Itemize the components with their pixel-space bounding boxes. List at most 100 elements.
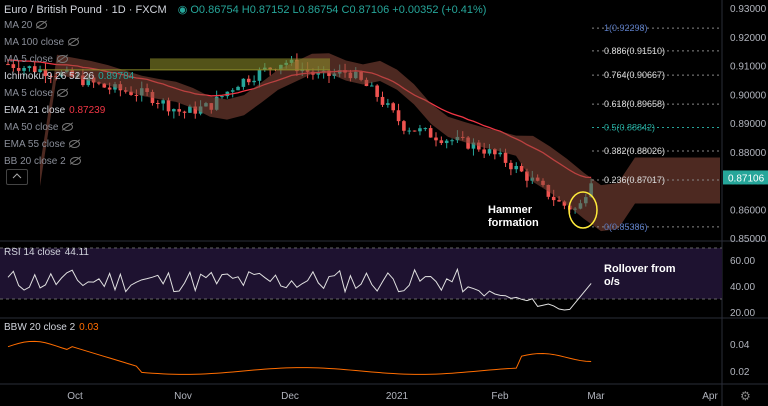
indicator-value: 0.89784 — [98, 71, 135, 82]
candle-body — [434, 137, 438, 141]
ohlc-high: H0.87152 — [241, 4, 290, 16]
rsi-axis-label: 20.00 — [730, 308, 755, 319]
candle-body — [182, 111, 187, 113]
hidden-eye-icon[interactable] — [69, 157, 81, 166]
bbw-value: 0.03 — [79, 322, 99, 333]
indicator-legend-item[interactable]: MA 100 close — [4, 37, 80, 49]
fib-level-label: 0(0.85386) — [604, 222, 648, 232]
fib-level-label: 0.5(0.88842) — [604, 123, 655, 133]
ichimoku-cloud-bull — [150, 58, 330, 70]
candle-body — [450, 140, 454, 142]
indicator-legend-item[interactable]: BB 20 close 2 — [4, 156, 81, 168]
candle-body — [246, 78, 251, 83]
symbol-exchange: FXCM — [135, 4, 167, 16]
indicator-label: EMA 55 close — [4, 139, 66, 150]
ohlc-open: O0.86754 — [190, 4, 239, 16]
candle-body — [6, 64, 10, 66]
candle-body — [81, 75, 85, 86]
collapse-legend-button[interactable] — [6, 169, 28, 185]
indicator-label: MA 20 — [4, 20, 33, 31]
chevron-up-icon — [12, 173, 22, 179]
rsi-axis-label: 40.00 — [730, 282, 755, 293]
candle-body — [32, 66, 37, 72]
price-axis-label: 0.88000 — [730, 148, 767, 159]
time-axis-label: Feb — [491, 391, 509, 402]
indicator-label: MA 5 close — [4, 54, 53, 65]
candle-body — [402, 121, 406, 131]
candle-body — [519, 166, 524, 172]
hidden-eye-icon[interactable] — [69, 140, 81, 149]
candle-body — [252, 80, 256, 83]
candle-body — [22, 68, 26, 71]
candle-body — [375, 85, 379, 97]
hidden-eye-icon[interactable] — [62, 123, 74, 132]
candle-body — [557, 200, 561, 202]
bbw-label[interactable]: BBW 20 close 2 — [4, 322, 76, 333]
indicator-legend-item[interactable]: MA 5 close — [4, 54, 68, 66]
candle-body — [49, 76, 53, 78]
candle-body — [38, 69, 42, 72]
indicator-label: Ichimoku 9 26 52 26 — [4, 71, 95, 82]
hidden-eye-icon[interactable] — [36, 21, 48, 30]
candle-body — [220, 96, 224, 98]
candle-body — [514, 166, 519, 170]
symbol-interval[interactable]: 1D — [111, 4, 126, 16]
rollover-annotation: Rollover from o/s — [604, 263, 676, 288]
ohlc-low: L0.86754 — [292, 4, 339, 16]
candle-body — [161, 100, 165, 104]
candle-body — [236, 86, 240, 91]
candle-body — [487, 149, 492, 154]
indicator-legend-item[interactable]: Ichimoku 9 26 52 26 0.89784 — [4, 71, 134, 83]
hidden-eye-icon[interactable] — [56, 55, 68, 64]
price-axis-label: 0.86000 — [730, 205, 767, 216]
indicator-legend-item[interactable]: MA 50 close — [4, 122, 74, 134]
hidden-eye-icon[interactable] — [56, 89, 68, 98]
indicator-label: MA 5 close — [4, 88, 53, 99]
candle-body — [444, 140, 449, 144]
symbol-name[interactable]: Euro / British Pound — [4, 4, 102, 16]
rsi-line — [7, 267, 592, 311]
price-axis-label: 0.92000 — [730, 33, 767, 44]
rsi-label[interactable]: RSI 14 close — [4, 247, 61, 258]
candle-body — [129, 91, 133, 95]
fib-level-label: 1(0.92298) — [604, 23, 648, 33]
ohlc-close: C0.87106 — [341, 4, 390, 16]
settings-gear-icon[interactable]: ⚙ — [740, 389, 751, 403]
indicator-label: MA 100 close — [4, 37, 65, 48]
time-axis-label: Nov — [174, 391, 192, 402]
time-axis-label: 2021 — [386, 391, 409, 402]
price-axis-label: 0.93000 — [730, 4, 767, 15]
indicator-value: 0.87239 — [69, 105, 106, 116]
candle-body — [370, 85, 374, 87]
candle-body — [471, 142, 476, 149]
candle-body — [166, 100, 171, 112]
indicator-legend-item[interactable]: EMA 55 close — [4, 139, 81, 151]
candle-body — [177, 109, 181, 112]
candle-body — [407, 130, 412, 132]
candle-body — [27, 66, 32, 69]
price-axis-label: 0.89000 — [730, 119, 767, 130]
candle-body — [134, 94, 139, 96]
hidden-eye-icon[interactable] — [68, 38, 80, 47]
ichimoku-cloud — [40, 53, 720, 232]
candle-body — [439, 140, 444, 144]
candle-body — [11, 64, 16, 68]
fib-level-label: 0.382(0.88026) — [604, 146, 665, 156]
candle-body — [380, 96, 385, 105]
candle-body — [102, 83, 107, 88]
candle-body — [188, 106, 192, 113]
candle-body — [396, 110, 401, 122]
rsi-legend: RSI 14 close 44.11 — [4, 247, 89, 259]
indicator-legend-item[interactable]: MA 20 — [4, 20, 48, 32]
rsi-value: 44.11 — [64, 247, 89, 258]
candle-body — [562, 201, 567, 206]
indicator-legend-item[interactable]: EMA 21 close 0.87239 — [4, 105, 105, 117]
bbw-legend: BBW 20 close 2 0.03 — [4, 322, 99, 334]
last-price-badge — [723, 170, 768, 185]
candle-body — [498, 152, 502, 155]
indicator-legend-item[interactable]: MA 5 close — [4, 88, 68, 100]
candle-body — [418, 128, 422, 132]
time-axis-label: Apr — [702, 391, 718, 402]
candle-body — [503, 152, 508, 163]
